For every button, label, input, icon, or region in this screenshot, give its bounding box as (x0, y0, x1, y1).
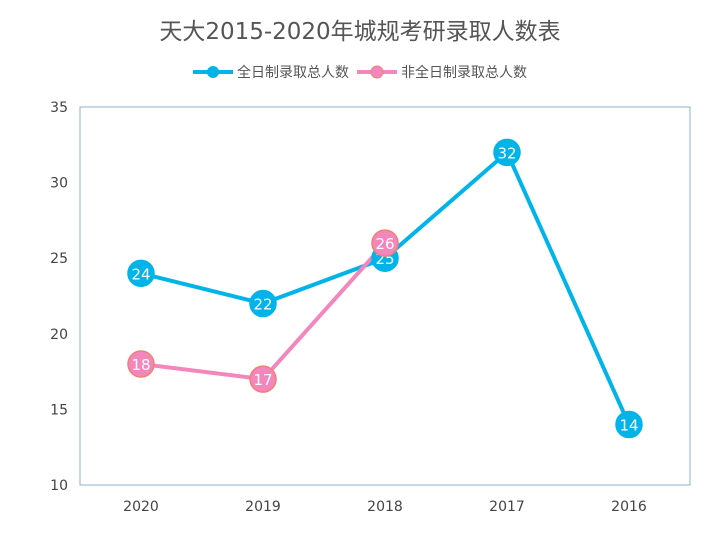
data-label: 22 (253, 296, 272, 314)
legend: 全日制录取总人数 非全日制录取总人数 (0, 62, 720, 82)
data-label: 32 (497, 144, 516, 162)
y-tick-label: 20 (50, 327, 68, 343)
y-tick-label: 25 (50, 251, 68, 267)
x-tick-label: 2018 (367, 499, 403, 515)
data-label: 17 (253, 371, 272, 389)
data-point[interactable] (249, 289, 277, 318)
x-tick-label: 2017 (489, 499, 525, 515)
data-point[interactable] (615, 410, 643, 439)
plot-border (79, 106, 691, 486)
data-label: 18 (131, 356, 150, 374)
y-tick-label: 30 (50, 176, 68, 192)
legend-label: 非全日制录取总人数 (401, 65, 527, 81)
legend-marker-parttime-icon (357, 65, 397, 79)
y-tick-label: 35 (50, 100, 68, 116)
legend-label: 全日制录取总人数 (237, 65, 349, 81)
chart-title: 天大2015-2020年城规考研录取人数表 (159, 19, 561, 45)
y-tick-label: 15 (50, 402, 68, 418)
y-tick-label: 10 (50, 478, 68, 494)
x-tick-label: 2016 (611, 499, 647, 515)
x-tick-label: 2020 (123, 499, 159, 515)
data-point[interactable] (371, 229, 399, 257)
data-point[interactable] (493, 138, 521, 167)
data-point[interactable] (127, 259, 155, 288)
legend-item-parttime[interactable]: 非全日制录取总人数 (357, 62, 527, 82)
series-line-0 (140, 149, 631, 426)
legend-marker-fulltime-icon (193, 66, 233, 78)
x-tick-label: 2019 (245, 499, 281, 515)
data-label: 24 (131, 265, 150, 283)
data-label: 14 (619, 417, 638, 435)
data-point[interactable] (249, 365, 277, 393)
data-label: 26 (375, 235, 394, 253)
data-point[interactable] (127, 350, 155, 378)
legend-item-fulltime[interactable]: 全日制录取总人数 (193, 62, 349, 82)
